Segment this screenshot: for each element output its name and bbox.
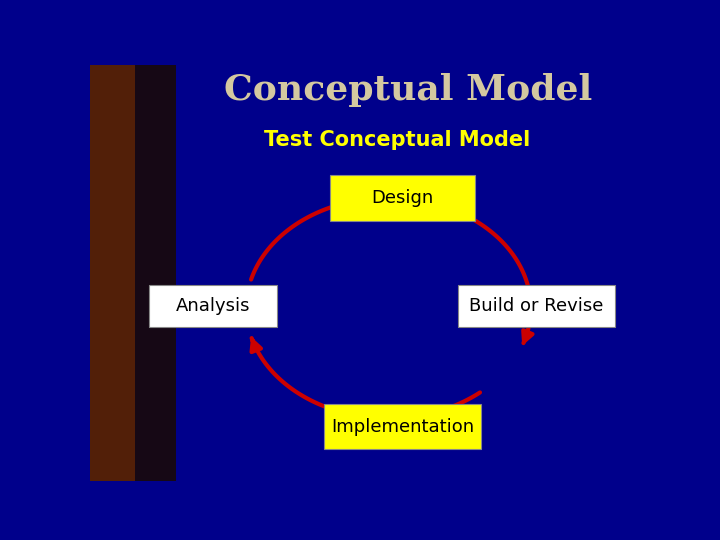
FancyBboxPatch shape xyxy=(459,285,615,327)
Bar xyxy=(90,65,135,481)
Text: Conceptual Model: Conceptual Model xyxy=(224,73,592,107)
Text: Design: Design xyxy=(372,189,433,207)
Text: Implementation: Implementation xyxy=(331,417,474,436)
Text: Build or Revise: Build or Revise xyxy=(469,297,603,315)
FancyBboxPatch shape xyxy=(148,285,277,327)
Bar xyxy=(90,65,176,481)
FancyBboxPatch shape xyxy=(330,175,475,221)
Text: Analysis: Analysis xyxy=(176,297,250,315)
Text: Test Conceptual Model: Test Conceptual Model xyxy=(264,130,530,150)
FancyBboxPatch shape xyxy=(324,404,481,449)
